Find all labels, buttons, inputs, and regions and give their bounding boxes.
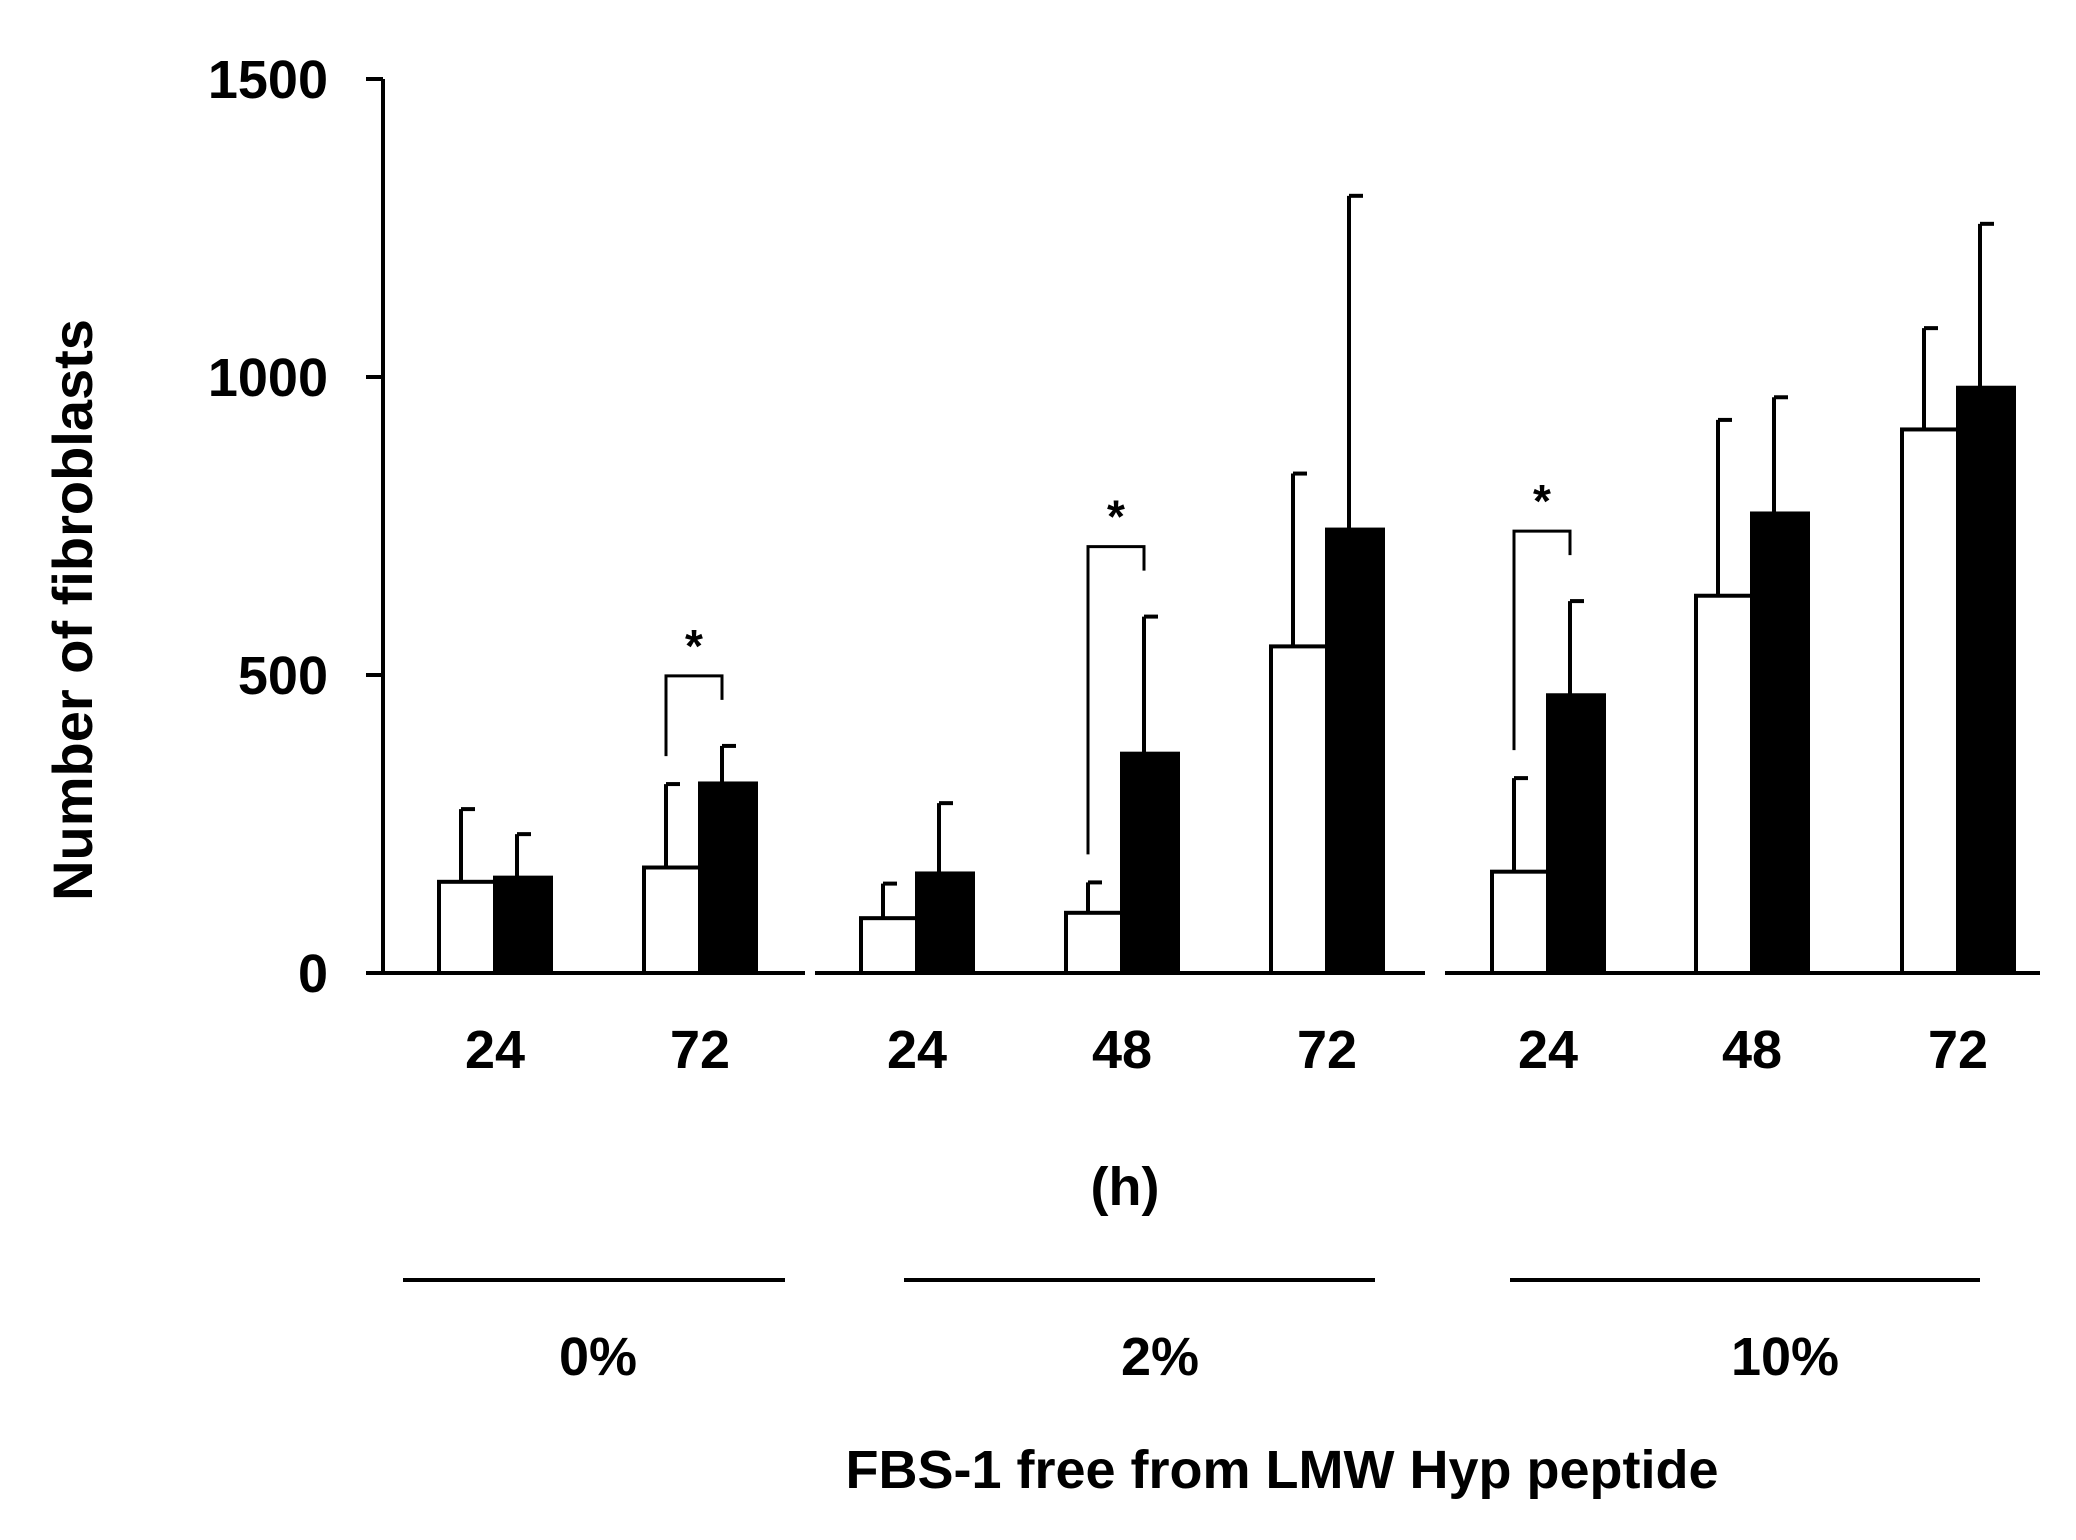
- bar-control: [1694, 593, 1754, 975]
- y-tick-label: 500: [238, 646, 328, 706]
- bar-peptide: [493, 875, 553, 976]
- bar-control: [1064, 910, 1124, 976]
- error-bars: [459, 193, 1994, 919]
- significance-brackets: * * *: [664, 475, 1572, 855]
- y-tick-label: 0: [298, 944, 328, 1004]
- significance-asterisk: *: [1107, 491, 1125, 543]
- bar-peptide: [915, 871, 975, 976]
- bar-control: [1900, 427, 1960, 975]
- y-axis-ticks: 0 500 1000 1500: [208, 50, 383, 1004]
- bar-control: [859, 916, 919, 976]
- significance-bracket: [1512, 529, 1572, 751]
- x-tick-label: 24: [887, 1020, 947, 1080]
- x-tick-label: 72: [1928, 1020, 1988, 1080]
- bar-peptide: [698, 781, 758, 975]
- bar-peptide: [1956, 385, 2016, 975]
- significance-asterisk: *: [685, 620, 703, 672]
- significance-bracket: [1086, 545, 1146, 855]
- bar-peptide: [1120, 751, 1180, 975]
- footer-label: FBS-1 free from LMW Hyp peptide: [845, 1440, 1718, 1500]
- bar-peptide: [1546, 693, 1606, 975]
- bar-control: [1490, 869, 1550, 975]
- x-axis-label: (h): [1091, 1157, 1160, 1217]
- x-tick-label: 72: [670, 1020, 730, 1080]
- x-tick-label: 24: [465, 1020, 525, 1080]
- bar-peptide: [1325, 527, 1385, 975]
- group-label: 2%: [1121, 1327, 1199, 1387]
- significance-bracket: [664, 674, 724, 757]
- group-labels: 0% 2% 10%: [403, 1278, 1980, 1387]
- bar-control: [1269, 644, 1329, 976]
- significance-asterisk: *: [1533, 475, 1551, 527]
- y-axis-label: Number of fibroblasts: [41, 319, 104, 901]
- x-tick-labels: 24 72 24 48 72 24 48 72: [465, 1020, 1988, 1080]
- x-tick-label: 24: [1518, 1020, 1578, 1080]
- bars: [437, 385, 2016, 976]
- group-label: 10%: [1731, 1327, 1839, 1387]
- bar-control: [437, 879, 497, 976]
- x-tick-label: 48: [1722, 1020, 1782, 1080]
- x-tick-label: 48: [1092, 1020, 1152, 1080]
- bar-peptide: [1750, 511, 1810, 975]
- bar-control: [642, 865, 702, 975]
- group-label: 0%: [559, 1327, 637, 1387]
- y-tick-label: 1000: [208, 348, 328, 408]
- y-tick-label: 1500: [208, 50, 328, 110]
- x-tick-label: 72: [1297, 1020, 1357, 1080]
